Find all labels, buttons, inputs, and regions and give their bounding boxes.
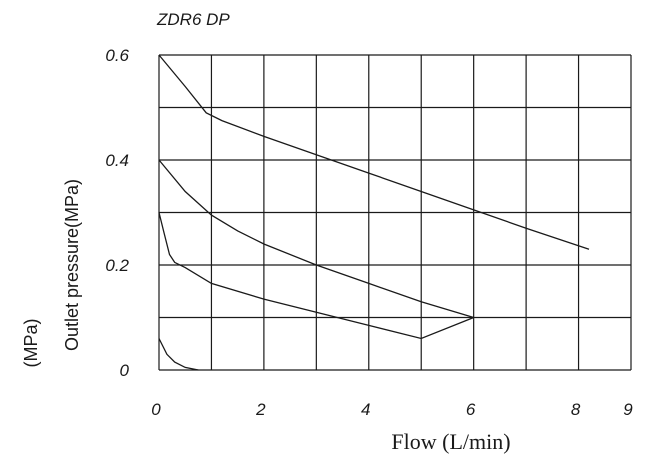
x-tick-label: 4 [361, 400, 370, 419]
pressure-curve-3 [158, 159, 474, 319]
x-axis-label: Flow (L/min) [391, 429, 510, 454]
pressure-curve-2 [158, 212, 474, 340]
y-axis-unit: (MPa) [21, 319, 41, 368]
x-tick-label: 6 [466, 400, 476, 419]
pressure-curves [158, 54, 590, 371]
x-tick-label: 8 [571, 400, 581, 419]
pressure-curve-1 [158, 338, 199, 371]
chart-title: ZDR6 DP [156, 10, 230, 29]
y-tick-label: 0 [120, 361, 130, 380]
x-tick-label: 0 [151, 400, 161, 419]
pressure-curve-4 [158, 54, 590, 250]
y-axis-label: Outlet pressure(MPa) [62, 179, 82, 351]
chart-grid [158, 54, 632, 371]
y-tick-label: 0.6 [105, 46, 129, 65]
y-tick-label: 0.2 [105, 256, 129, 275]
y-tick-labels: 0 0.2 0.4 0.6 [105, 46, 129, 380]
y-tick-label: 0.4 [105, 151, 129, 170]
x-tick-label: 2 [255, 400, 266, 419]
x-tick-labels: 0 2 4 6 8 9 [151, 400, 633, 419]
x-tick-label: 9 [623, 400, 633, 419]
